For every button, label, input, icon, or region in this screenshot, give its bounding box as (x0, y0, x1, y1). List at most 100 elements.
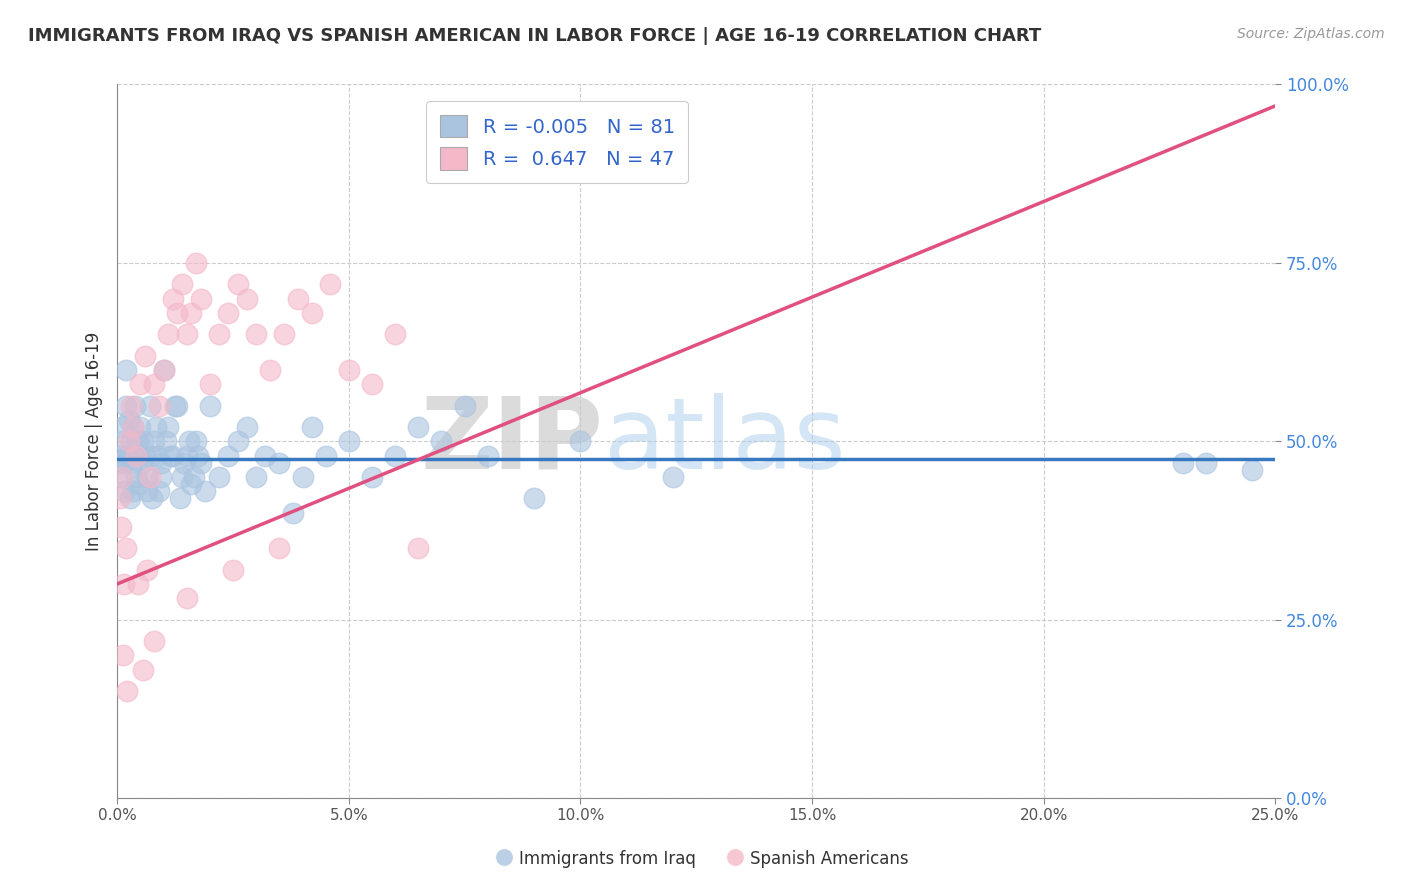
Point (269, 541, 291, 556)
Point (236, 292, 259, 306)
Point (115, 541, 138, 556)
Point (134, 449, 156, 463)
Point (226, 434, 249, 449)
Point (122, 420, 145, 434)
Point (127, 449, 149, 463)
Point (159, 449, 181, 463)
Point (149, 470, 172, 484)
Point (131, 456, 153, 470)
Point (523, 491, 546, 506)
Point (173, 456, 195, 470)
Point (245, 327, 267, 342)
Point (180, 306, 202, 320)
Point (110, 520, 132, 534)
Point (183, 470, 205, 484)
Point (150, 456, 173, 470)
Point (208, 327, 231, 342)
Point (208, 470, 231, 484)
Point (136, 470, 159, 484)
Point (148, 399, 170, 413)
Point (145, 449, 167, 463)
Point (176, 591, 198, 606)
Point (141, 491, 163, 506)
Point (148, 484, 170, 499)
Text: ZIP: ZIP (420, 392, 603, 490)
Point (157, 420, 180, 434)
Point (319, 277, 342, 292)
Y-axis label: In Labor Force | Age 16-19: In Labor Force | Age 16-19 (86, 332, 103, 551)
Point (117, 449, 139, 463)
Point (283, 506, 305, 520)
Point (120, 399, 142, 413)
Point (112, 456, 135, 470)
Point (152, 363, 174, 377)
Point (141, 449, 163, 463)
Point (217, 306, 239, 320)
Point (169, 491, 191, 506)
Point (111, 434, 134, 449)
Point (569, 434, 592, 449)
Point (162, 292, 184, 306)
Text: atlas: atlas (603, 392, 845, 490)
Point (301, 306, 323, 320)
Point (217, 449, 239, 463)
Point (112, 577, 135, 591)
Point (337, 434, 360, 449)
Point (122, 420, 145, 434)
Point (136, 563, 159, 577)
Point (121, 456, 143, 470)
Point (124, 399, 146, 413)
Point (112, 484, 135, 499)
Point (226, 277, 249, 292)
Point (184, 256, 207, 270)
Point (236, 420, 259, 434)
Legend: R = -0.005   N = 81, R =  0.647   N = 47: R = -0.005 N = 81, R = 0.647 N = 47 (426, 102, 689, 183)
Point (131, 434, 153, 449)
Point (187, 449, 209, 463)
Point (143, 634, 166, 648)
Point (131, 663, 153, 677)
Point (157, 327, 180, 342)
Point (120, 491, 142, 506)
Point (180, 477, 202, 491)
Point (122, 484, 145, 499)
Point (315, 449, 337, 463)
Point (190, 456, 212, 470)
Point (165, 399, 187, 413)
Point (176, 449, 198, 463)
Point (170, 277, 193, 292)
Point (384, 449, 406, 463)
Point (384, 327, 406, 342)
Point (115, 363, 138, 377)
Point (118, 413, 141, 427)
Point (477, 449, 499, 463)
Point (408, 420, 430, 434)
Point (125, 449, 148, 463)
Point (337, 363, 360, 377)
Point (155, 434, 177, 449)
Point (301, 420, 323, 434)
Point (245, 470, 267, 484)
Point (111, 648, 134, 663)
Point (134, 349, 156, 363)
Point (125, 434, 148, 449)
Point (111, 470, 134, 484)
Point (108, 491, 131, 506)
Point (190, 292, 212, 306)
Point (117, 449, 139, 463)
Text: Source: ZipAtlas.com: Source: ZipAtlas.com (1237, 27, 1385, 41)
Point (408, 541, 430, 556)
Point (118, 434, 141, 449)
Point (361, 377, 384, 392)
Point (135, 484, 157, 499)
Point (166, 399, 188, 413)
Point (110, 470, 132, 484)
Point (128, 477, 150, 491)
Point (259, 363, 281, 377)
Point (129, 377, 152, 392)
Point (273, 327, 295, 342)
Point (1171, 456, 1194, 470)
Point (138, 470, 160, 484)
Point (120, 434, 142, 449)
Point (291, 470, 314, 484)
